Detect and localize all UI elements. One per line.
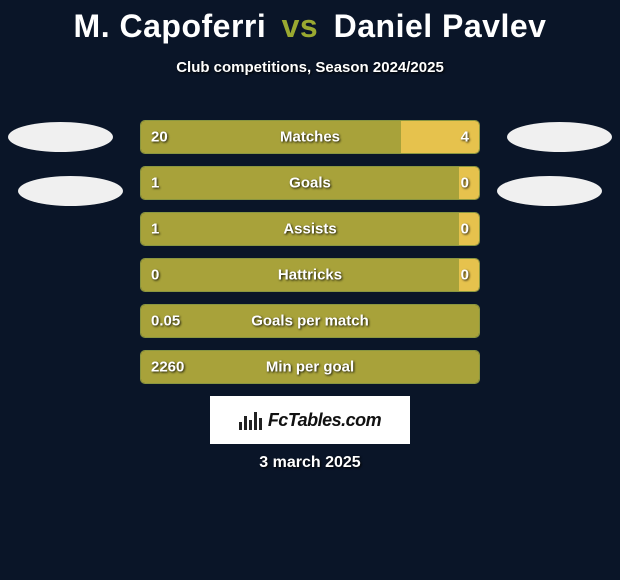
stat-label: Min per goal	[266, 359, 354, 376]
logo-bars-icon	[239, 410, 262, 430]
comparison-title: M. Capoferri vs Daniel Pavlev	[0, 0, 620, 45]
fctables-logo: FcTables.com	[210, 396, 410, 444]
stat-bar: 20 Matches 4	[140, 120, 480, 154]
stat-bar: 0.05 Goals per match	[140, 304, 480, 338]
stat-label: Assists	[283, 221, 336, 238]
left-ellipse-1	[8, 122, 113, 152]
stat-bar: 1 Assists 0	[140, 212, 480, 246]
date-text: 3 march 2025	[0, 454, 620, 472]
stat-value-left: 0.05	[151, 313, 180, 330]
stat-bar: 1 Goals 0	[140, 166, 480, 200]
subtitle: Club competitions, Season 2024/2025	[0, 59, 620, 76]
vs-text: vs	[282, 8, 319, 44]
stat-value-left: 20	[151, 129, 168, 146]
player1-name: M. Capoferri	[74, 8, 267, 44]
right-ellipse-2	[497, 176, 602, 206]
stat-bar: 2260 Min per goal	[140, 350, 480, 384]
title-heading: M. Capoferri vs Daniel Pavlev	[0, 8, 620, 45]
stat-value-right: 0	[461, 175, 469, 192]
stats-bars: 20 Matches 4 1 Goals 0 1 Assists 0 0 Hattricks 0 0.0…	[140, 120, 480, 396]
stat-label: Matches	[280, 129, 340, 146]
left-ellipse-2	[18, 176, 123, 206]
logo-text: FcTables.com	[268, 410, 381, 431]
stat-value-left: 1	[151, 175, 159, 192]
stat-bar: 0 Hattricks 0	[140, 258, 480, 292]
stat-value-right: 0	[461, 221, 469, 238]
stat-value-left: 1	[151, 221, 159, 238]
stat-value-right: 4	[461, 129, 469, 146]
bar-fill-left	[141, 121, 401, 153]
stat-value-left: 0	[151, 267, 159, 284]
stat-label: Hattricks	[278, 267, 342, 284]
stat-value-right: 0	[461, 267, 469, 284]
stat-label: Goals	[289, 175, 331, 192]
right-ellipse-1	[507, 122, 612, 152]
player2-name: Daniel Pavlev	[334, 8, 547, 44]
stat-value-left: 2260	[151, 359, 184, 376]
stat-label: Goals per match	[251, 313, 369, 330]
